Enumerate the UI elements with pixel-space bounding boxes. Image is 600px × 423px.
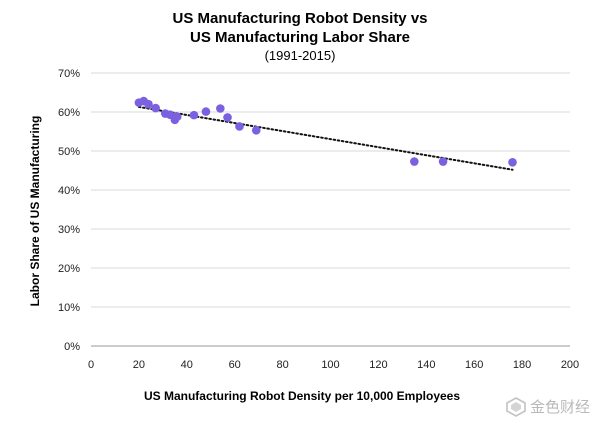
x-tick-label: 20 [133, 359, 145, 371]
watermark: 金色财经 [506, 396, 590, 417]
data-point [235, 122, 244, 131]
chart-title-line2: US Manufacturing Labor Share [189, 29, 411, 46]
data-point [172, 112, 182, 121]
chart-subtitle: (1991-2015) [264, 48, 336, 63]
data-point [144, 99, 153, 109]
x-axis-ticks: 0 20 40 60 80 100 120 140 160 180 200 [88, 359, 579, 371]
y-tick-label: 40% [58, 185, 80, 197]
x-tick-label: 180 [513, 359, 531, 371]
x-tick-label: 200 [561, 359, 579, 371]
data-point [201, 107, 211, 116]
x-axis-label: US Manufacturing Robot Density per 10,00… [144, 389, 460, 403]
data-point [508, 158, 517, 167]
data-points [134, 96, 517, 167]
y-tick-label: 0% [64, 341, 80, 353]
watermark-logo-icon [506, 396, 526, 417]
x-tick-label: 0 [88, 359, 94, 371]
data-point [223, 113, 232, 122]
x-tick-label: 80 [276, 359, 288, 371]
x-tick-label: 160 [465, 359, 483, 371]
x-tick-label: 60 [229, 359, 241, 371]
y-tick-label: 20% [58, 263, 80, 275]
x-tick-label: 100 [321, 359, 339, 371]
data-point [216, 104, 225, 113]
data-point [151, 103, 160, 113]
y-axis-label: Labor Share of US Manufacturing [28, 116, 42, 307]
trendline [137, 105, 514, 171]
y-axis-ticks: 0% 10% 20% 30% 40% 50% 60% 70% [58, 68, 80, 353]
y-tick-label: 60% [58, 107, 80, 119]
y-tick-label: 10% [58, 302, 80, 314]
chart-title-line1: US Manufacturing Robot Density vs [172, 10, 428, 27]
data-point [410, 157, 419, 166]
data-point [251, 126, 261, 135]
data-point [438, 157, 448, 166]
y-tick-label: 70% [58, 68, 80, 80]
watermark-text: 金色财经 [529, 398, 590, 416]
x-tick-label: 120 [369, 359, 387, 371]
x-tick-label: 140 [417, 359, 435, 371]
data-point [189, 110, 199, 120]
y-tick-label: 30% [58, 224, 80, 236]
x-tick-label: 40 [181, 359, 193, 371]
y-tick-label: 50% [58, 146, 80, 158]
